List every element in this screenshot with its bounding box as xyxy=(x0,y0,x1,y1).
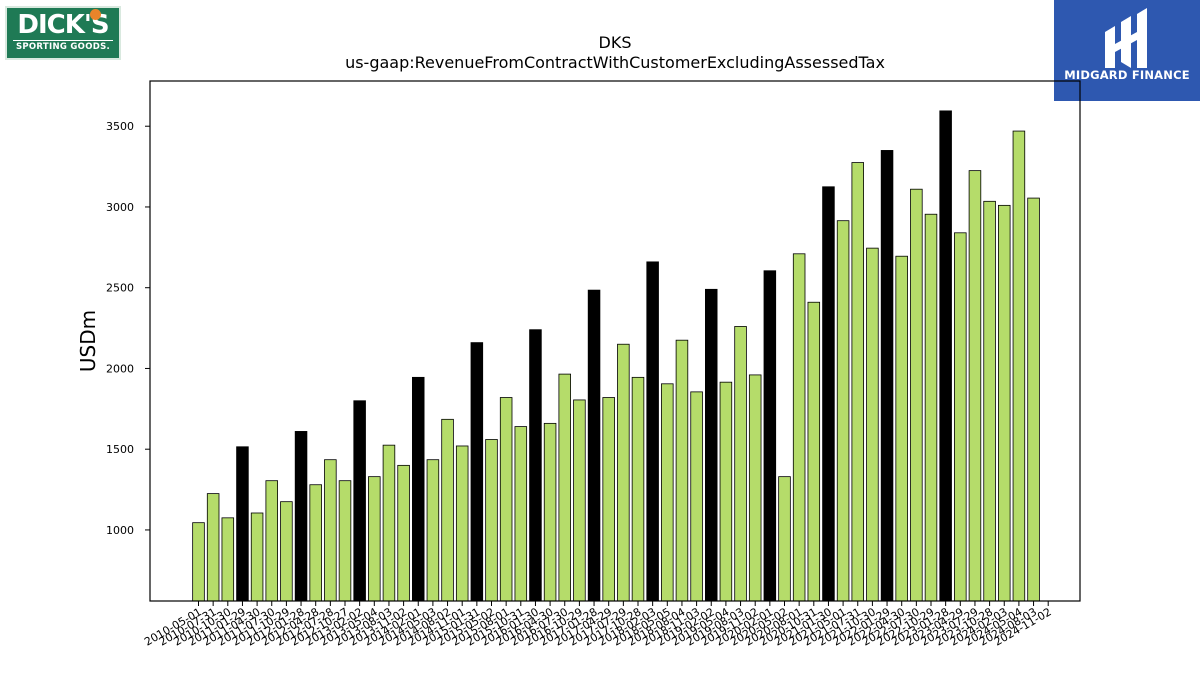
bar-2013-11-02 xyxy=(397,464,410,602)
bar-2020-05-02 xyxy=(778,476,791,602)
bar-2022-07-30 xyxy=(910,188,923,602)
bar-2019-02-02 xyxy=(705,288,718,602)
bar-2017-10-28 xyxy=(631,376,645,602)
bar-2018-02-03 xyxy=(646,261,659,602)
bar-2014-11-01 xyxy=(455,445,469,602)
y-tick-label: 2500 xyxy=(106,282,134,295)
bar-2013-02-02 xyxy=(353,400,366,602)
bar-2010-10-30 xyxy=(221,517,235,602)
bars-group xyxy=(192,110,1040,602)
bar-2019-11-02 xyxy=(748,374,762,602)
bar-2011-04-30 xyxy=(250,512,264,602)
bar-2020-10-31 xyxy=(807,301,821,602)
bar-2015-10-31 xyxy=(514,426,528,602)
bar-2018-08-04 xyxy=(675,339,689,602)
basketball-icon xyxy=(90,9,101,20)
bar-2012-01-28 xyxy=(294,431,308,602)
bar-2011-01-29 xyxy=(236,446,249,602)
y-axis-label: USDm xyxy=(76,310,100,372)
bar-2019-05-04 xyxy=(719,381,733,602)
bar-2021-05-01 xyxy=(836,220,850,602)
bar-2015-08-01 xyxy=(499,397,513,602)
y-tick-label: 2000 xyxy=(106,362,134,375)
bar-2011-07-30 xyxy=(265,480,278,602)
bar-2016-04-30 xyxy=(543,422,557,602)
bar-2022-01-29 xyxy=(880,150,894,602)
bar-2010-05-01 xyxy=(192,522,205,602)
midgard-finance-logo: MIDGARD FINANCE xyxy=(1054,0,1200,101)
dicks-sporting-goods-logo: DICK'S SPORTING GOODS. xyxy=(5,6,121,60)
chart-title: DKS xyxy=(599,33,632,52)
bar-2018-05-05 xyxy=(661,383,674,602)
bar-2020-02-01 xyxy=(763,270,777,602)
bar-2024-08-03 xyxy=(1027,197,1040,602)
y-tick-label: 3000 xyxy=(106,201,134,214)
bar-2023-07-29 xyxy=(968,170,982,602)
bar-2021-10-30 xyxy=(866,247,879,602)
bar-2024-05-04 xyxy=(1012,130,1026,602)
bar-2022-04-30 xyxy=(895,255,908,602)
bar-2020-08-01 xyxy=(792,253,806,602)
bar-2015-05-02 xyxy=(485,439,498,602)
bar-2021-01-30 xyxy=(822,186,835,602)
bar-2022-10-29 xyxy=(924,213,938,602)
bar-2012-07-28 xyxy=(324,459,337,602)
bar-2017-04-29 xyxy=(602,397,615,602)
y-tick-label: 3500 xyxy=(106,120,134,133)
bar-2014-08-02 xyxy=(441,418,454,602)
bar-2016-10-29 xyxy=(573,399,586,602)
y-axis-ticks: 1000 1500 2000 2500 3000 3500 xyxy=(106,120,150,537)
bar-2013-05-04 xyxy=(368,476,381,602)
bar-2017-07-29 xyxy=(617,343,630,602)
bar-2014-02-01 xyxy=(411,376,425,602)
bar-2013-08-03 xyxy=(382,444,396,602)
midgard-emblem-icon xyxy=(1105,8,1147,68)
logo-name: MIDGARD FINANCE xyxy=(1064,68,1190,82)
bar-2023-10-28 xyxy=(983,200,996,602)
bar-2014-05-03 xyxy=(426,459,440,602)
plot-frame xyxy=(149,80,1081,602)
bar-2019-08-03 xyxy=(734,326,747,602)
bar-2023-04-29 xyxy=(954,232,967,602)
bar-2011-10-29 xyxy=(280,501,293,602)
bar-2017-01-28 xyxy=(587,289,601,602)
bar-2012-04-28 xyxy=(309,484,322,602)
y-tick-label: 1500 xyxy=(106,443,134,456)
bar-2021-07-31 xyxy=(851,162,865,602)
bar-2015-01-31 xyxy=(470,342,484,602)
bar-2024-02-03 xyxy=(998,204,1011,602)
chart-subtitle: us-gaap:RevenueFromContractWithCustomerE… xyxy=(345,53,885,72)
bar-2016-07-30 xyxy=(558,373,572,602)
bar-2023-01-28 xyxy=(939,110,952,602)
y-tick-label: 1000 xyxy=(106,524,134,537)
logo-tagline: SPORTING GOODS. xyxy=(13,40,113,53)
bar-2012-10-27 xyxy=(338,480,352,602)
bar-2010-07-31 xyxy=(206,493,220,602)
x-axis-ticks: 2010-05-012010-07-312010-10-302011-01-29… xyxy=(142,601,1054,649)
bar-2016-01-30 xyxy=(529,329,542,602)
bar-2018-11-03 xyxy=(690,391,703,602)
